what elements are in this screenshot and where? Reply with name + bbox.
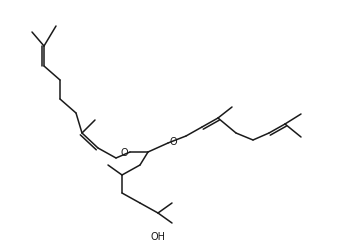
Text: O: O [120,148,128,158]
Text: O: O [170,137,177,147]
Text: OH: OH [151,232,165,242]
